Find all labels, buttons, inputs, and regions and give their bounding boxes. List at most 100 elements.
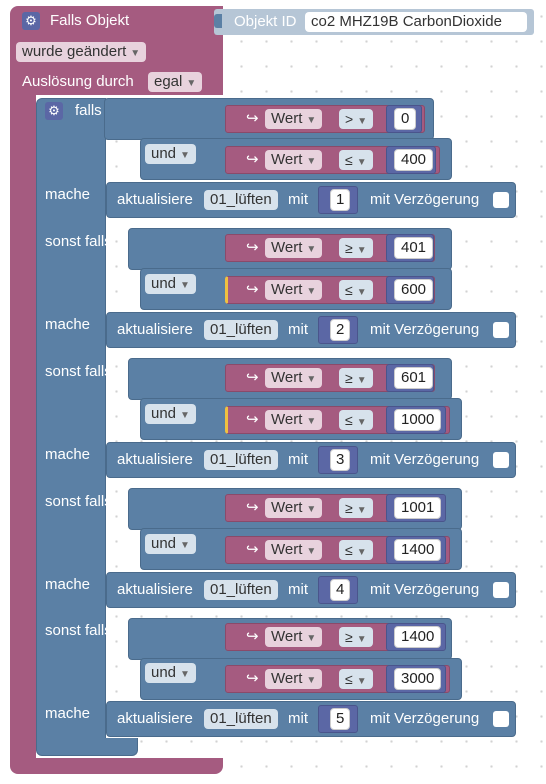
logic-op-label: und (151, 535, 177, 552)
operator-dropdown[interactable]: ≤ ▼ (339, 669, 373, 689)
puzzle-tab (214, 14, 222, 28)
update-block[interactable] (106, 572, 516, 608)
dropdown-arrow-icon: ▼ (180, 669, 190, 680)
target-dropdown[interactable]: 01_lüften (204, 320, 278, 340)
dropdown-arrow-icon: ▼ (306, 675, 317, 686)
operator-label: ≤ (345, 152, 353, 168)
dropdown-arrow-icon: ▼ (180, 150, 190, 161)
if-block-bottom (36, 738, 138, 756)
objekt-id-label: Objekt ID (234, 13, 297, 30)
number-input[interactable]: 4 (330, 579, 351, 601)
variable-dropdown[interactable]: Wert ▼ (265, 410, 323, 430)
variable-dropdown[interactable]: Wert ▼ (265, 150, 323, 170)
operator-dropdown[interactable]: ≥ ▼ (339, 498, 373, 518)
number-input[interactable]: 3000 (394, 668, 442, 690)
delay-checkbox[interactable] (493, 452, 509, 468)
mache-label: mache (45, 705, 91, 722)
ausloesung-dropdown[interactable]: egal ▼ (148, 72, 203, 92)
update-block[interactable] (106, 312, 516, 348)
number-input[interactable]: 1000 (394, 409, 442, 431)
logic-op-dropdown[interactable]: und ▼ (145, 404, 196, 424)
dropdown-arrow-icon: ▼ (356, 157, 367, 168)
number-input[interactable]: 2 (330, 319, 351, 341)
number-input[interactable]: 5 (330, 708, 351, 730)
number-input[interactable]: 600 (394, 279, 434, 301)
target-dropdown[interactable]: 01_lüften (204, 709, 278, 729)
mache-label: mache (45, 316, 91, 333)
dropdown-arrow-icon: ▼ (356, 417, 367, 428)
operator-dropdown[interactable]: > ▼ (339, 109, 374, 129)
variable-label: Wert (271, 369, 303, 386)
number-input[interactable]: 401 (394, 237, 434, 259)
operator-label: ≥ (345, 500, 353, 516)
delay-checkbox[interactable] (493, 322, 509, 338)
mache-label: mache (45, 446, 91, 463)
dropdown-arrow-icon: ▼ (356, 505, 367, 516)
variable-dropdown[interactable]: Wert ▼ (265, 498, 323, 518)
delay-checkbox[interactable] (493, 711, 509, 727)
number-input[interactable]: 1400 (394, 626, 442, 648)
dropdown-arrow-icon: ▼ (306, 244, 317, 255)
logic-op-dropdown[interactable]: und ▼ (145, 663, 196, 683)
delay-label: mit Verzögerung (370, 451, 480, 468)
number-input[interactable]: 0 (394, 108, 417, 130)
update-verb: aktualisiere (117, 191, 193, 208)
variable-dropdown[interactable]: Wert ▼ (265, 627, 323, 647)
update-block[interactable] (106, 701, 516, 737)
event-title: Falls Objekt (50, 12, 130, 29)
variable-dropdown[interactable]: Wert ▼ (265, 669, 323, 689)
logic-op-dropdown[interactable]: und ▼ (145, 144, 196, 164)
dropdown-arrow-icon: ▼ (306, 286, 317, 297)
target-dropdown[interactable]: 01_lüften (204, 580, 278, 600)
update-block[interactable] (106, 442, 516, 478)
delay-label: mit Verzögerung (370, 710, 480, 727)
variable-dropdown[interactable]: Wert ▼ (265, 368, 323, 388)
operator-dropdown[interactable]: ≤ ▼ (339, 280, 373, 300)
logic-op-dropdown[interactable]: und ▼ (145, 534, 196, 554)
objekt-id-field[interactable]: co2 MHZ19B CarbonDioxide (305, 12, 527, 32)
number-input[interactable]: 1400 (394, 539, 442, 561)
operator-dropdown[interactable]: ≤ ▼ (339, 540, 373, 560)
number-input[interactable]: 601 (394, 367, 434, 389)
operator-dropdown[interactable]: ≥ ▼ (339, 238, 373, 258)
if-block-spine[interactable] (36, 98, 106, 746)
target-dropdown[interactable]: 01_lüften (204, 450, 278, 470)
gear-icon[interactable]: ⚙ (22, 12, 40, 30)
variable-dropdown[interactable]: Wert ▼ (265, 280, 323, 300)
delay-checkbox[interactable] (493, 582, 509, 598)
operator-dropdown[interactable]: ≥ ▼ (339, 368, 373, 388)
logic-op-label: und (151, 275, 177, 292)
sonst-falls-label: sonst falls (45, 233, 112, 250)
dropdown-arrow-icon: ▼ (306, 374, 317, 385)
update-verb: aktualisiere (117, 321, 193, 338)
update-verb: aktualisiere (117, 710, 193, 727)
logic-op-dropdown[interactable]: und ▼ (145, 274, 196, 294)
update-block[interactable] (106, 182, 516, 218)
delay-checkbox[interactable] (493, 192, 509, 208)
variable-dropdown[interactable]: Wert ▼ (265, 540, 323, 560)
mit-label: mit (288, 710, 308, 727)
variable-dropdown[interactable]: Wert ▼ (265, 109, 323, 129)
number-input[interactable]: 400 (394, 149, 434, 171)
number-input[interactable]: 1 (330, 189, 351, 211)
operator-dropdown[interactable]: ≤ ▼ (339, 410, 373, 430)
event-block-spine (10, 90, 36, 762)
variable-arrow-icon: ↪ (246, 281, 259, 298)
trigger-label: wurde geändert (22, 43, 127, 60)
operator-dropdown[interactable]: ≤ ▼ (339, 150, 373, 170)
operator-dropdown[interactable]: ≥ ▼ (339, 627, 373, 647)
variable-arrow-icon: ↪ (246, 151, 259, 168)
number-input[interactable]: 1001 (394, 497, 442, 519)
variable-dropdown[interactable]: Wert ▼ (265, 238, 323, 258)
gear-icon[interactable]: ⚙ (45, 102, 63, 120)
operator-label: ≤ (345, 282, 353, 298)
sonst-falls-label: sonst falls (45, 493, 112, 510)
target-dropdown[interactable]: 01_lüften (204, 190, 278, 210)
update-verb: aktualisiere (117, 581, 193, 598)
variable-label: Wert (271, 239, 303, 256)
variable-arrow-icon: ↪ (246, 670, 259, 687)
ausloesung-value: egal (154, 73, 183, 90)
dropdown-arrow-icon: ▼ (180, 410, 190, 421)
number-input[interactable]: 3 (330, 449, 351, 471)
trigger-dropdown[interactable]: wurde geändert ▼ (16, 42, 147, 62)
